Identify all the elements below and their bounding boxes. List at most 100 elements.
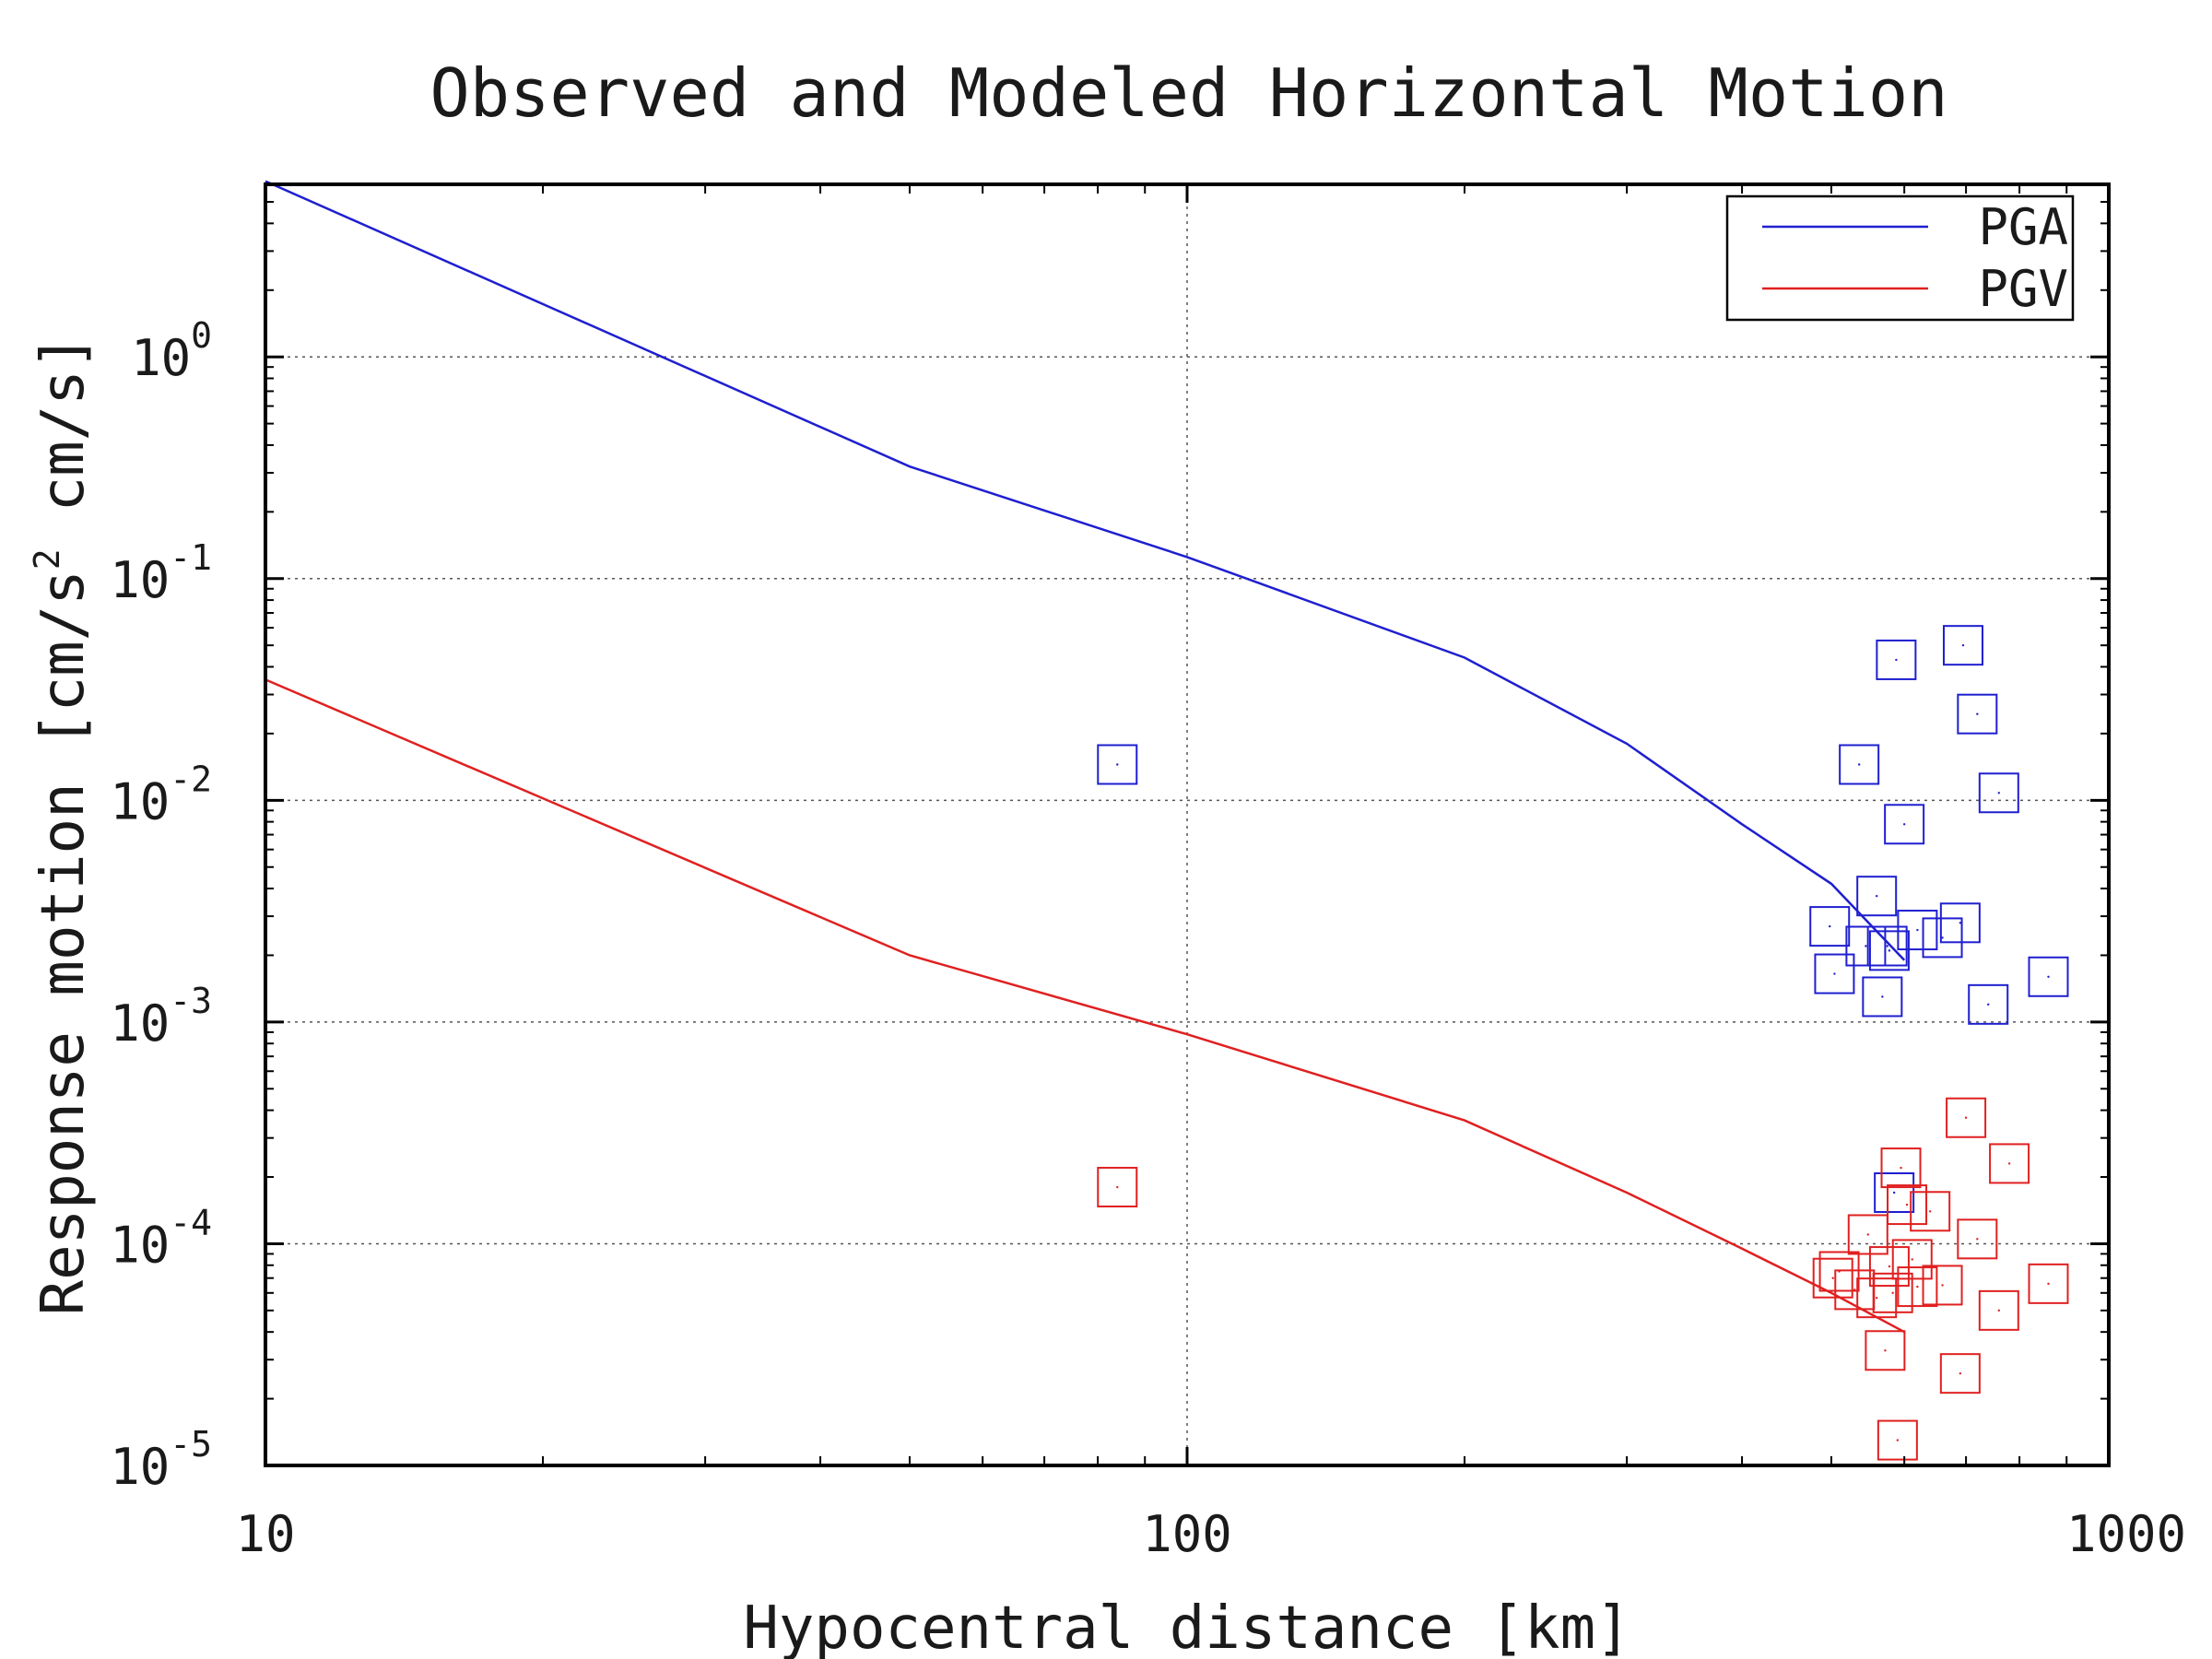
- pgv-observed-marker: [1922, 1265, 1963, 1306]
- pgv-observed-point: [1866, 1233, 1869, 1236]
- y-tick-label: 100: [131, 315, 212, 387]
- pgv-observed-point: [1959, 1371, 1962, 1375]
- pga-observed-marker: [1957, 693, 1998, 735]
- pgv-observed-marker: [1939, 1353, 1981, 1394]
- y-tick-exponent: -1: [170, 537, 212, 578]
- pga-observed-marker: [1839, 744, 1880, 785]
- x-tick-label: 10: [235, 1505, 295, 1563]
- pgv-model-line: [265, 678, 1905, 1334]
- pgv-observed-point: [1853, 1288, 1856, 1291]
- y-axis-label-unit2: cm/s]: [29, 335, 98, 512]
- y-tick-exponent: -4: [170, 1202, 212, 1242]
- pgv-observed-point: [1875, 1296, 1878, 1300]
- pgv-observed-point: [2047, 1282, 2050, 1286]
- pga-observed-point: [1961, 643, 1965, 647]
- pga-observed-point: [1941, 936, 1944, 939]
- pga-observed-marker: [1866, 925, 1908, 967]
- pgv-observed-marker: [1946, 1097, 1987, 1138]
- pga-observed-point: [1976, 712, 1979, 715]
- legend: PGA PGV: [1725, 194, 2075, 322]
- pgv-observed-point: [1896, 1439, 1900, 1441]
- pgv-observed-point: [1831, 1277, 1834, 1279]
- pga-observed-point: [1875, 894, 1878, 898]
- pga-observed-point: [1881, 995, 1884, 998]
- pgv-observed-point: [1916, 1285, 1919, 1288]
- pga-observed-marker: [2028, 956, 2069, 997]
- pgv-observed-marker: [1880, 1147, 1922, 1189]
- pgv-observed-point: [1941, 1284, 1944, 1287]
- y-tick-label: 10-2: [110, 759, 212, 830]
- y-tick-base: 10: [110, 1438, 170, 1496]
- y-tick-label: 10-3: [110, 981, 212, 1053]
- pga-observed-point: [1902, 823, 1906, 826]
- pga-observed-point: [1886, 945, 1888, 947]
- pgv-observed-marker: [1856, 1277, 1898, 1319]
- pgv-observed-point: [2007, 1162, 2011, 1165]
- pgv-observed-point: [1116, 1185, 1119, 1189]
- y-tick-base: 10: [110, 772, 170, 830]
- pga-observed-marker: [1942, 625, 1983, 666]
- pgv-observed-marker: [1989, 1143, 2030, 1184]
- pga-observed-marker: [1814, 953, 1855, 994]
- pgv-observed-marker: [1891, 1239, 1933, 1280]
- y-tick-label: 10-5: [110, 1424, 212, 1496]
- pga-observed-point: [1987, 1003, 1990, 1006]
- pga-observed-marker: [1862, 976, 1903, 1018]
- pga-observed-marker: [1939, 902, 1981, 944]
- pgv-observed-marker: [1877, 1419, 1918, 1461]
- y-tick-exponent: -5: [170, 1424, 212, 1465]
- y-axis-label: Response motion [cm/s2 cm/s]: [27, 335, 98, 1316]
- pgv-observed-marker: [1910, 1191, 1951, 1232]
- pga-observed-point: [1888, 949, 1891, 952]
- pgv-observed-marker: [1097, 1167, 1138, 1208]
- y-tick-base: 10: [110, 994, 170, 1053]
- pgv-observed-point: [1911, 1258, 1913, 1261]
- pgv-observed-marker: [1847, 1214, 1888, 1255]
- pga-model-line: [265, 180, 1906, 961]
- pga-observed-marker: [1884, 804, 1925, 845]
- pgv-observed-marker: [1957, 1218, 1998, 1260]
- pgv-observed-marker: [1812, 1257, 1853, 1299]
- pgv-observed-point: [1891, 1291, 1894, 1295]
- y-axis-label-unit1-exp: 2: [27, 548, 67, 570]
- y-tick-base: 10: [110, 551, 170, 609]
- pgv-observed-point: [1997, 1309, 2001, 1312]
- pga-observed-point: [1997, 792, 2001, 794]
- pga-observed-marker: [1868, 930, 1910, 971]
- y-tick-exponent: -2: [170, 759, 212, 799]
- chart-title: Observed and Modeled Horizontal Motion: [429, 54, 1947, 132]
- legend-box: [1725, 194, 2075, 322]
- pga-observed-point: [1895, 658, 1898, 662]
- grid-lines: [265, 184, 2109, 1465]
- pgv-observed-point: [1964, 1116, 1968, 1119]
- pgv-observed-marker: [2028, 1263, 2069, 1304]
- pgv-observed-point: [1905, 1203, 1909, 1206]
- pgv-observed-point: [1884, 1349, 1887, 1352]
- pga-observed-point: [1892, 1191, 1896, 1194]
- x-tick-label: 100: [1142, 1505, 1232, 1563]
- x-tick-label: 1000: [2066, 1505, 2186, 1563]
- pgv-observed-marker: [1865, 1330, 1906, 1371]
- pga-observed-marker: [1897, 910, 1938, 951]
- pgv-observed-marker: [1887, 1184, 1928, 1226]
- pga-observed-point: [1916, 928, 1919, 932]
- x-axis-label: Hypocentral distance [km]: [743, 1594, 1630, 1659]
- y-tick-exponent: -3: [170, 981, 212, 1021]
- pgv-observed-marker: [1818, 1251, 1860, 1292]
- y-tick-label: 10-4: [110, 1202, 212, 1274]
- pgv-observed-point: [1976, 1238, 1979, 1241]
- pga-observed-marker: [1978, 772, 2019, 814]
- pgv-observed-marker: [1978, 1289, 2019, 1331]
- pgv-observed-point: [1928, 1210, 1932, 1213]
- pga-observed-point: [1959, 922, 1962, 924]
- data-layer: [265, 180, 2069, 1461]
- pga-observed-marker: [1968, 983, 2009, 1025]
- pga-observed-marker: [1876, 639, 1917, 680]
- pga-observed-point: [1833, 972, 1836, 975]
- pga-observed-point: [2047, 975, 2050, 978]
- pga-observed-point: [1865, 945, 1867, 947]
- legend-label-pga: PGA: [1978, 198, 2068, 256]
- pga-observed-point: [1829, 924, 1831, 928]
- legend-label-pgv: PGV: [1978, 260, 2068, 318]
